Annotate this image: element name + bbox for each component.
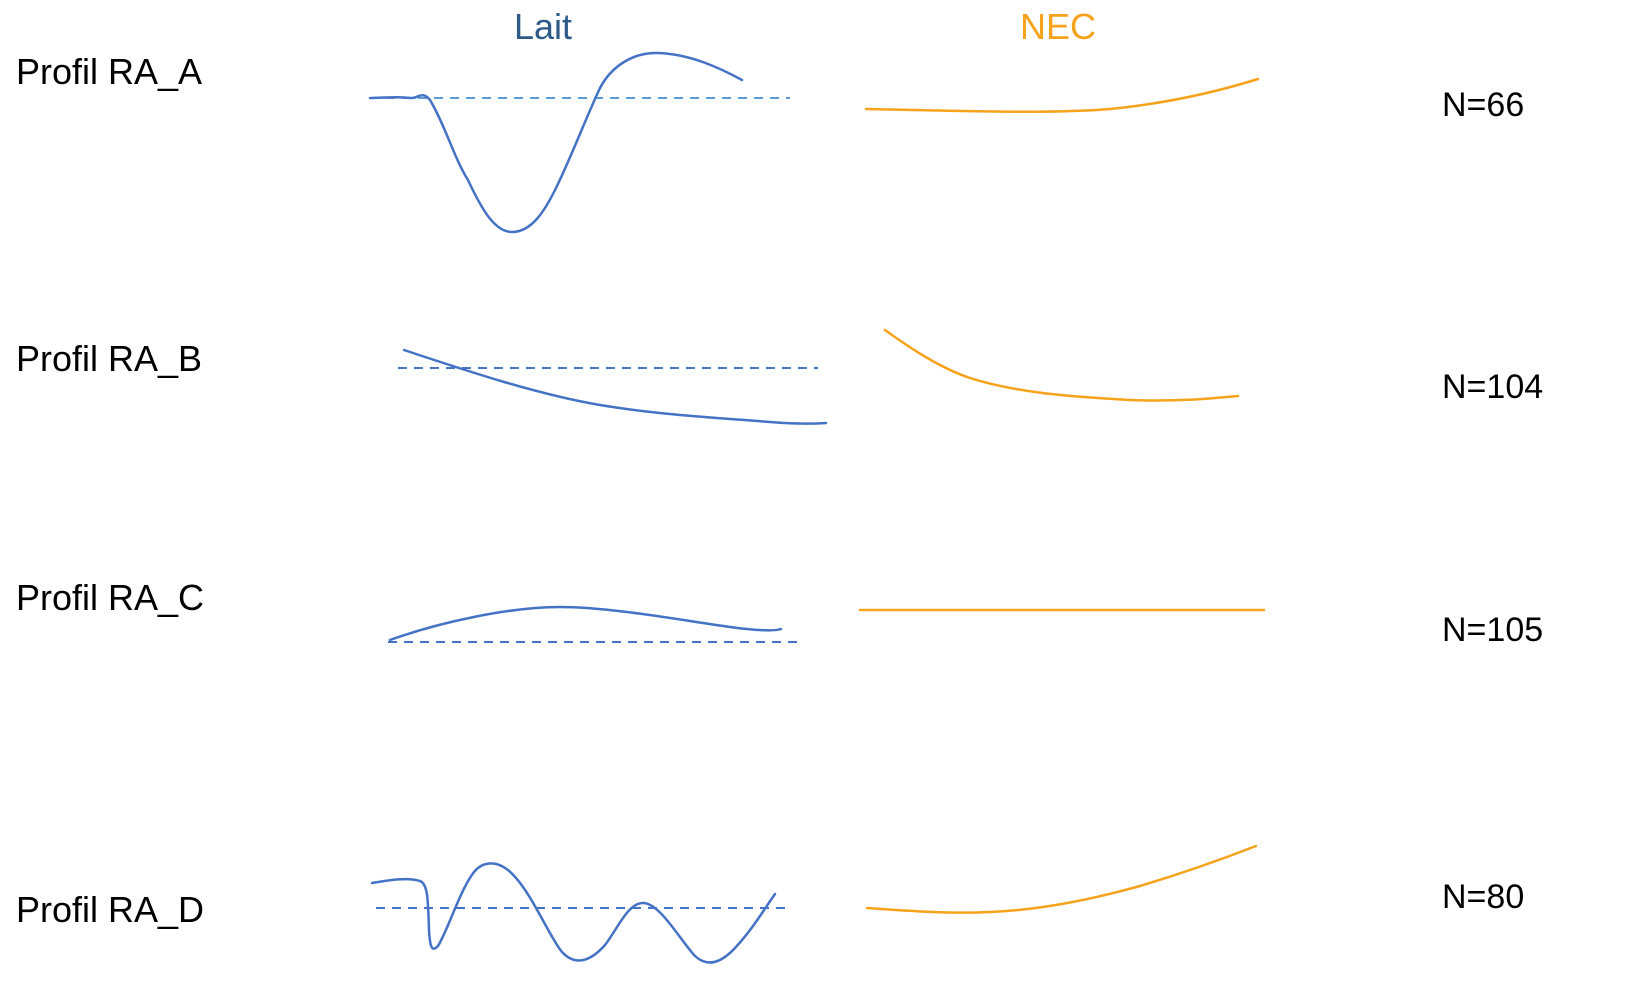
profile-count-d: N=80 <box>1442 878 1525 916</box>
profile-count-c: N=105 <box>1442 611 1544 649</box>
nec-curve-d <box>865 844 1258 914</box>
lait-curve-c <box>388 605 783 642</box>
profile-label-d: Profil RA_D <box>16 889 205 930</box>
nec-curve-a <box>864 77 1260 113</box>
profile-label-c: Profil RA_C <box>16 577 205 618</box>
lait-curve-b <box>402 348 828 425</box>
profile-label-b: Profil RA_B <box>16 338 203 379</box>
nec-column-header: NEC <box>1020 6 1097 47</box>
profile-count-b: N=104 <box>1442 368 1544 406</box>
nec-curve-b <box>883 328 1240 402</box>
profile-label-a: Profil RA_A <box>16 51 203 92</box>
profile-count-a: N=66 <box>1442 86 1525 124</box>
lait-curve-a <box>368 51 744 234</box>
lait-column-header: Lait <box>514 6 573 47</box>
lait-curve-d <box>370 862 777 964</box>
